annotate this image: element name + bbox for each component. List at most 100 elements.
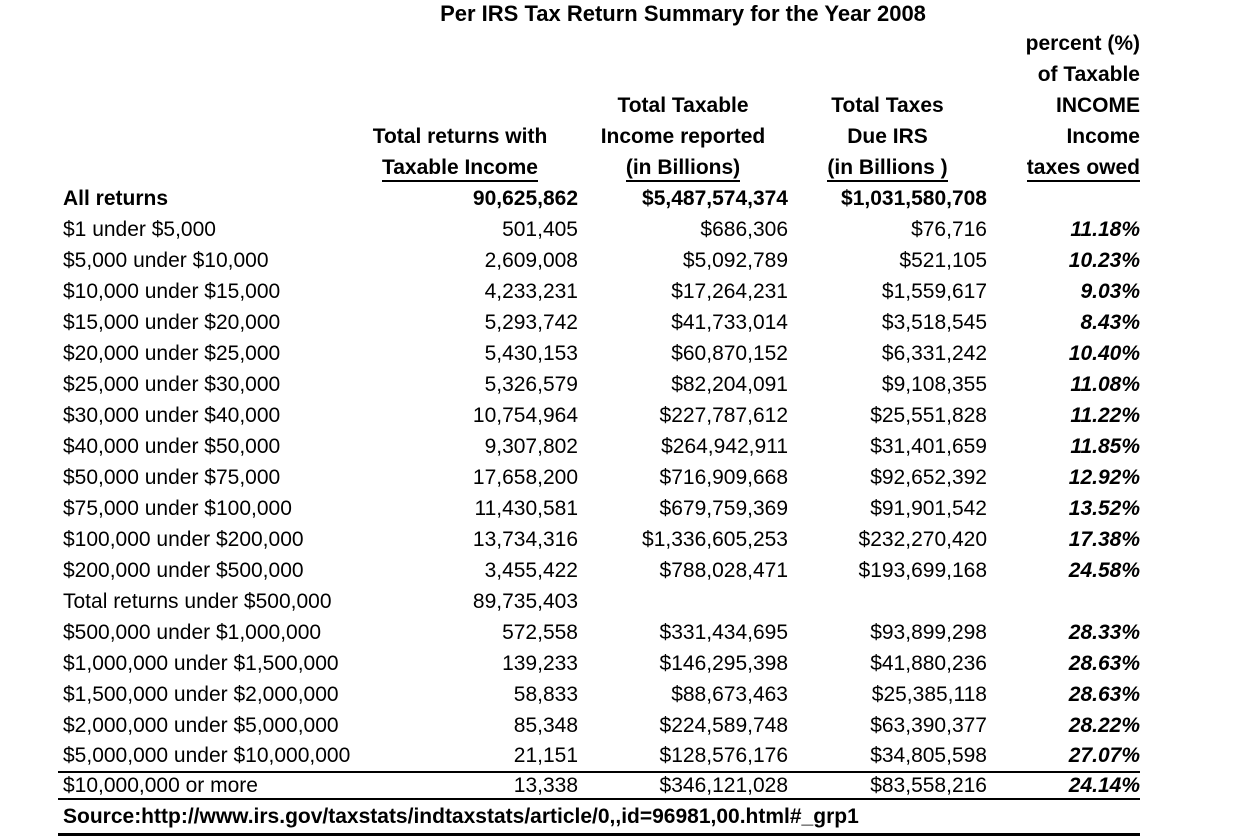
table-body: All returns 90,625,862 $5,487,574,374 $1,03…: [58, 183, 1140, 798]
taxes-value: $232,270,420: [858, 527, 987, 551]
percent-value: [987, 586, 1140, 617]
taxes-value: $25,385,118: [871, 682, 987, 706]
table-row: $30,000 under $40,000 10,754,964 $227,787,…: [58, 400, 1140, 431]
row-label: $1,500,000 under $2,000,000: [63, 682, 339, 706]
row-label: $15,000 under $20,000: [63, 310, 281, 334]
row-label: $5,000,000 under $10,000,000: [63, 744, 351, 767]
row-label: $10,000,000 or more: [63, 773, 258, 797]
table-row: $50,000 under $75,000 17,658,200 $716,909,…: [58, 462, 1140, 493]
income-value: [578, 586, 788, 617]
table-row: $75,000 under $100,000 11,430,581 $679,759…: [58, 493, 1140, 524]
percent-value: 24.58%: [1068, 558, 1140, 582]
tax-summary-table: Total returns with Taxable Income Total …: [58, 28, 1140, 798]
header-taxes-due: Total Taxes Due IRS (in Billions ): [788, 28, 987, 183]
taxes-value: [788, 586, 987, 617]
returns-value: 89,735,403: [472, 589, 578, 613]
header-line: Due IRS: [847, 125, 928, 148]
percent-value: 12.92%: [1068, 465, 1140, 489]
table-row: $20,000 under $25,000 5,430,153 $60,870,15…: [58, 338, 1140, 369]
income-value: $227,787,612: [659, 403, 788, 427]
row-label: $30,000 under $40,000: [63, 403, 281, 427]
percent-value: 11.08%: [1070, 372, 1140, 396]
header-blank: [58, 28, 342, 183]
returns-value: 5,326,579: [484, 372, 578, 396]
percent-value: 11.22%: [1070, 403, 1140, 427]
table-row: $100,000 under $200,000 13,734,316 $1,336,…: [58, 524, 1140, 555]
percent-value: 28.63%: [1068, 651, 1140, 675]
returns-value: 9,307,802: [484, 434, 578, 458]
returns-value: 3,455,422: [484, 558, 578, 582]
table-row: $10,000 under $15,000 4,233,231 $17,264,23…: [58, 276, 1140, 307]
returns-value: 13,338: [513, 773, 578, 797]
row-label: $1,000,000 under $1,500,000: [63, 651, 339, 675]
income-value: $346,121,028: [659, 773, 788, 797]
row-label: $25,000 under $30,000: [63, 372, 281, 396]
income-value: $146,295,398: [659, 651, 788, 675]
percent-value: 13.52%: [1068, 496, 1140, 520]
income-value: $1,336,605,253: [642, 527, 788, 551]
header-row: Total returns with Taxable Income Total …: [58, 28, 1140, 183]
table-row: $5,000,000 under $10,000,000 21,151 $128,5…: [58, 741, 1140, 772]
returns-value: 85,348: [513, 713, 578, 737]
taxes-value: $76,716: [911, 217, 987, 241]
table-row: Total returns under $500,000 89,735,403: [58, 586, 1140, 617]
returns-value: 572,558: [502, 620, 578, 644]
returns-value: 11,430,581: [474, 496, 578, 520]
header-line: (in Billions): [578, 152, 788, 183]
taxes-value: $91,901,542: [870, 496, 987, 520]
percent-value: 11.18%: [1070, 217, 1140, 241]
header-line: of Taxable: [1037, 63, 1140, 86]
header-line: Total returns with: [372, 125, 548, 148]
table-row: $10,000,000 or more 13,338 $346,121,028 $83…: [58, 772, 1140, 798]
row-label: $5,000 under $10,000: [63, 248, 269, 272]
row-label: $75,000 under $100,000: [63, 496, 292, 520]
income-value: $224,589,748: [659, 713, 788, 737]
income-value: $679,759,369: [659, 496, 788, 520]
table-row: $1 under $5,000 501,405 $686,306 $76,716 11.…: [58, 214, 1140, 245]
table-row: $1,500,000 under $2,000,000 58,833 $88,673…: [58, 679, 1140, 710]
header-underlined-text: (in Billions ): [827, 155, 948, 182]
row-label: $40,000 under $50,000: [63, 434, 281, 458]
row-label: All returns: [63, 186, 169, 210]
header-line: Income: [1066, 125, 1140, 148]
row-label: $1 under $5,000: [63, 217, 216, 241]
header-line: Taxable Income: [342, 152, 578, 183]
income-value: $5,487,574,374: [642, 186, 788, 210]
percent-value: 10.40%: [1068, 341, 1140, 365]
returns-value: 10,754,964: [472, 403, 578, 427]
returns-value: 4,233,231: [484, 279, 578, 303]
percent-value: 28.22%: [1068, 713, 1140, 737]
percent-value: 10.23%: [1068, 248, 1140, 272]
taxes-value: $3,518,545: [881, 310, 987, 334]
returns-value: 58,833: [513, 682, 578, 706]
returns-value: 17,658,200: [472, 465, 578, 489]
returns-value: 21,151: [513, 744, 578, 767]
percent-value: 28.63%: [1068, 682, 1140, 706]
returns-value: 5,430,153: [484, 341, 578, 365]
income-value: $60,870,152: [671, 341, 788, 365]
header-line: (in Billions ): [788, 152, 987, 183]
header-underlined-text: taxes owed: [1026, 155, 1140, 182]
header-percent: percent (%) of Taxable INCOME Income tax…: [987, 28, 1140, 183]
taxes-value: $31,401,659: [870, 434, 987, 458]
header-line: Total Taxable: [617, 94, 749, 117]
header-taxable-income: Total Taxable Income reported (in Billio…: [578, 28, 788, 183]
header-total-returns: Total returns with Taxable Income: [342, 28, 578, 183]
percent-value: 9.03%: [1080, 279, 1140, 303]
row-label: $200,000 under $500,000: [63, 558, 304, 582]
percent-value: 24.14%: [1068, 773, 1140, 797]
taxes-value: $83,558,216: [870, 773, 987, 797]
taxes-value: $63,390,377: [870, 713, 987, 737]
income-value: $82,204,091: [671, 372, 788, 396]
taxes-value: $93,899,298: [870, 620, 987, 644]
returns-value: 5,293,742: [484, 310, 578, 334]
header-underlined-text: (in Billions): [625, 155, 741, 182]
income-value: $128,576,176: [659, 744, 788, 767]
taxes-value: $41,880,236: [870, 651, 987, 675]
table-row: $5,000 under $10,000 2,609,008 $5,092,789 $…: [58, 245, 1140, 276]
returns-value: 501,405: [502, 217, 578, 241]
taxes-value: $25,551,828: [870, 403, 987, 427]
header-line: taxes owed: [987, 152, 1140, 183]
header-line: Income reported: [600, 125, 766, 148]
income-value: $41,733,014: [671, 310, 788, 334]
